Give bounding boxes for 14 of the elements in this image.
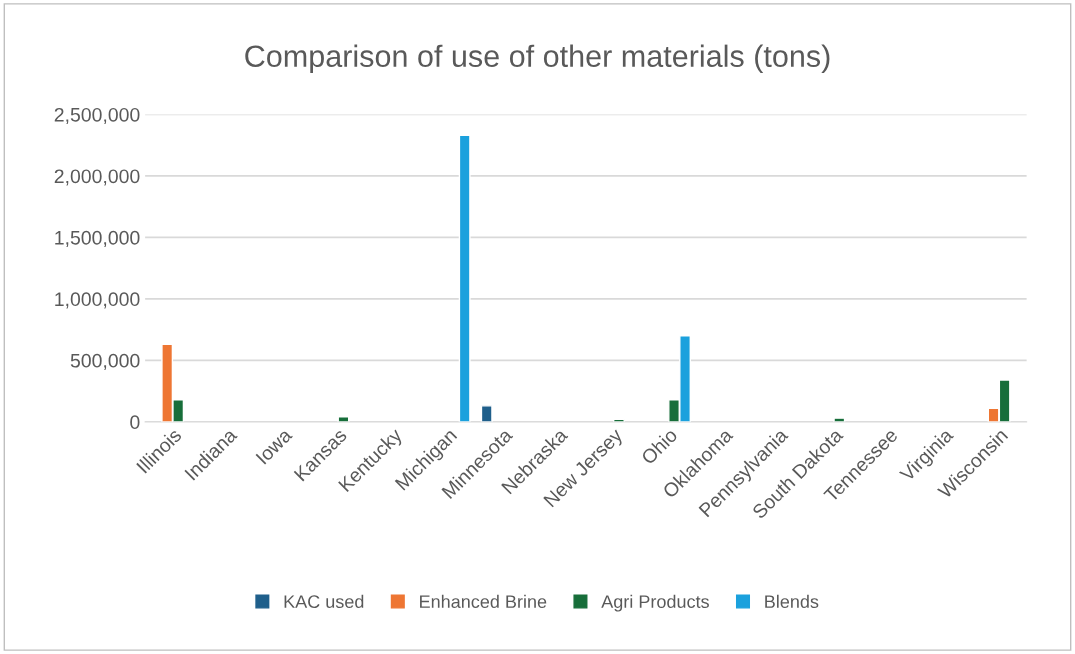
legend-label: Blends xyxy=(765,594,819,609)
chart-title: Comparison of use of other materials (tons) xyxy=(245,44,830,74)
y-tick-label: 0 xyxy=(130,415,140,430)
y-tick-label: 1,000,000 xyxy=(55,292,140,309)
y-tick-label: 2,500,000 xyxy=(54,107,140,124)
y-tick-label: 1,500,000 xyxy=(55,230,140,247)
y-tick-label: 500,000 xyxy=(70,353,140,370)
legend-label: KAC used xyxy=(284,594,364,609)
legend-label: Agri Products xyxy=(601,594,709,612)
y-tick-label: 2,000,000 xyxy=(54,169,140,186)
bar xyxy=(458,134,471,422)
legend-label: Enhanced Brine xyxy=(420,594,547,609)
bar xyxy=(833,417,846,422)
bar xyxy=(480,405,493,422)
